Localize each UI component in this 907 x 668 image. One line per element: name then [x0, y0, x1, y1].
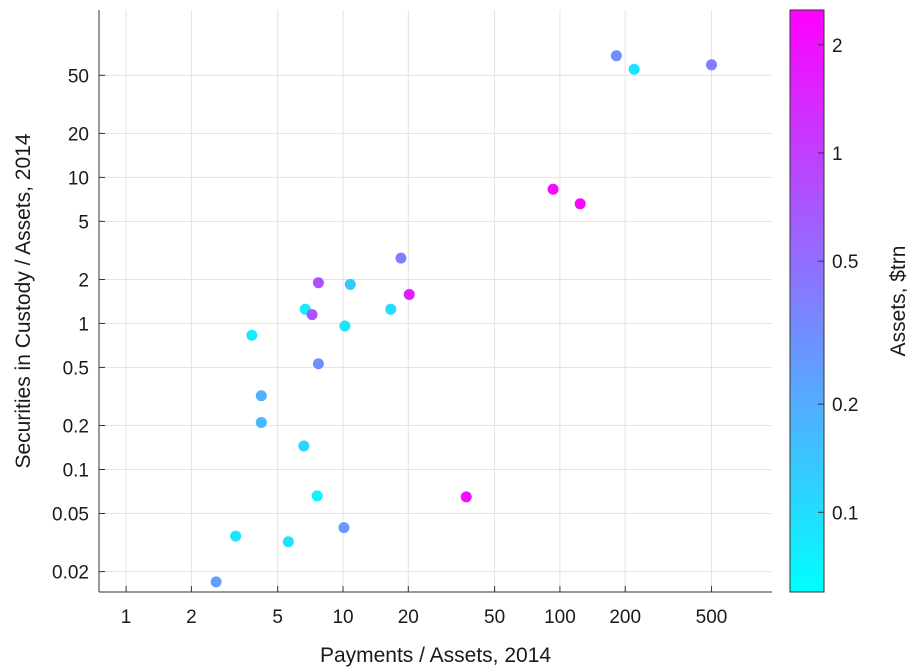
- data-points: [210, 50, 718, 588]
- data-point: [255, 416, 267, 428]
- y-tick-label: 20: [68, 124, 89, 145]
- x-tick-label: 10: [332, 607, 353, 628]
- y-tick-label: 1: [78, 314, 89, 335]
- colorbar-tick-labels: 0.1 0.2 0.5 1 2: [818, 36, 858, 524]
- y-tick-labels: 0.02 0.05 0.1 0.2 0.5 1 2 5 10 20 50: [52, 66, 89, 583]
- axes: [98, 10, 772, 593]
- plot-background: [99, 10, 772, 592]
- x-axis-label: Payments / Assets, 2014: [320, 644, 551, 667]
- data-point: [628, 63, 640, 75]
- x-tick-label: 500: [696, 607, 728, 628]
- data-point: [339, 320, 351, 332]
- data-point: [344, 278, 356, 290]
- data-point: [574, 198, 586, 210]
- data-point: [395, 252, 407, 264]
- y-tick-label: 50: [68, 66, 89, 87]
- y-tick-label: 0.05: [52, 504, 89, 525]
- y-tick-label: 0.2: [63, 417, 89, 438]
- x-tick-label: 5: [272, 607, 283, 628]
- x-tick-label: 1: [121, 607, 132, 628]
- data-point: [460, 491, 472, 503]
- data-point: [311, 490, 323, 502]
- colorbar: [789, 9, 825, 593]
- data-point: [246, 329, 258, 341]
- x-tick-label: 20: [398, 607, 419, 628]
- data-point: [255, 390, 267, 402]
- colorbar-tick-label: 0.1: [832, 503, 858, 524]
- data-point: [298, 440, 310, 452]
- colorbar-tick-label: 1: [832, 144, 843, 165]
- x-tick-label: 50: [484, 607, 505, 628]
- y-tick-label: 0.02: [52, 563, 89, 584]
- y-tick-label: 0.5: [63, 358, 89, 379]
- colorbar-label: Assets, $trn: [887, 246, 907, 357]
- data-point: [306, 309, 318, 321]
- data-point: [403, 288, 415, 300]
- data-point: [385, 303, 397, 315]
- y-tick-label: 10: [68, 168, 89, 189]
- y-tick-label: 0.1: [63, 461, 89, 482]
- y-axis-label: Securities in Custody / Assets, 2014: [12, 133, 35, 468]
- data-point: [312, 358, 324, 370]
- data-point: [282, 536, 294, 548]
- colorbar-tick-label: 2: [832, 36, 843, 57]
- x-tick-label: 100: [544, 607, 576, 628]
- data-point: [230, 530, 242, 542]
- data-point: [312, 277, 324, 289]
- y-tick-label: 2: [78, 270, 89, 291]
- data-point: [610, 50, 622, 62]
- x-tick-labels: 1 2 5 10 20 50 100 200 500: [121, 607, 728, 628]
- grid-lines: [99, 10, 772, 592]
- data-point: [547, 183, 559, 195]
- x-tick-label: 200: [609, 607, 641, 628]
- colorbar-tick-label: 0.5: [832, 252, 858, 273]
- y-tick-label: 5: [78, 212, 89, 233]
- data-point: [210, 576, 222, 588]
- colorbar-tick-label: 0.2: [832, 395, 858, 416]
- x-tick-label: 2: [186, 607, 197, 628]
- data-point: [338, 522, 350, 534]
- data-point: [706, 59, 718, 71]
